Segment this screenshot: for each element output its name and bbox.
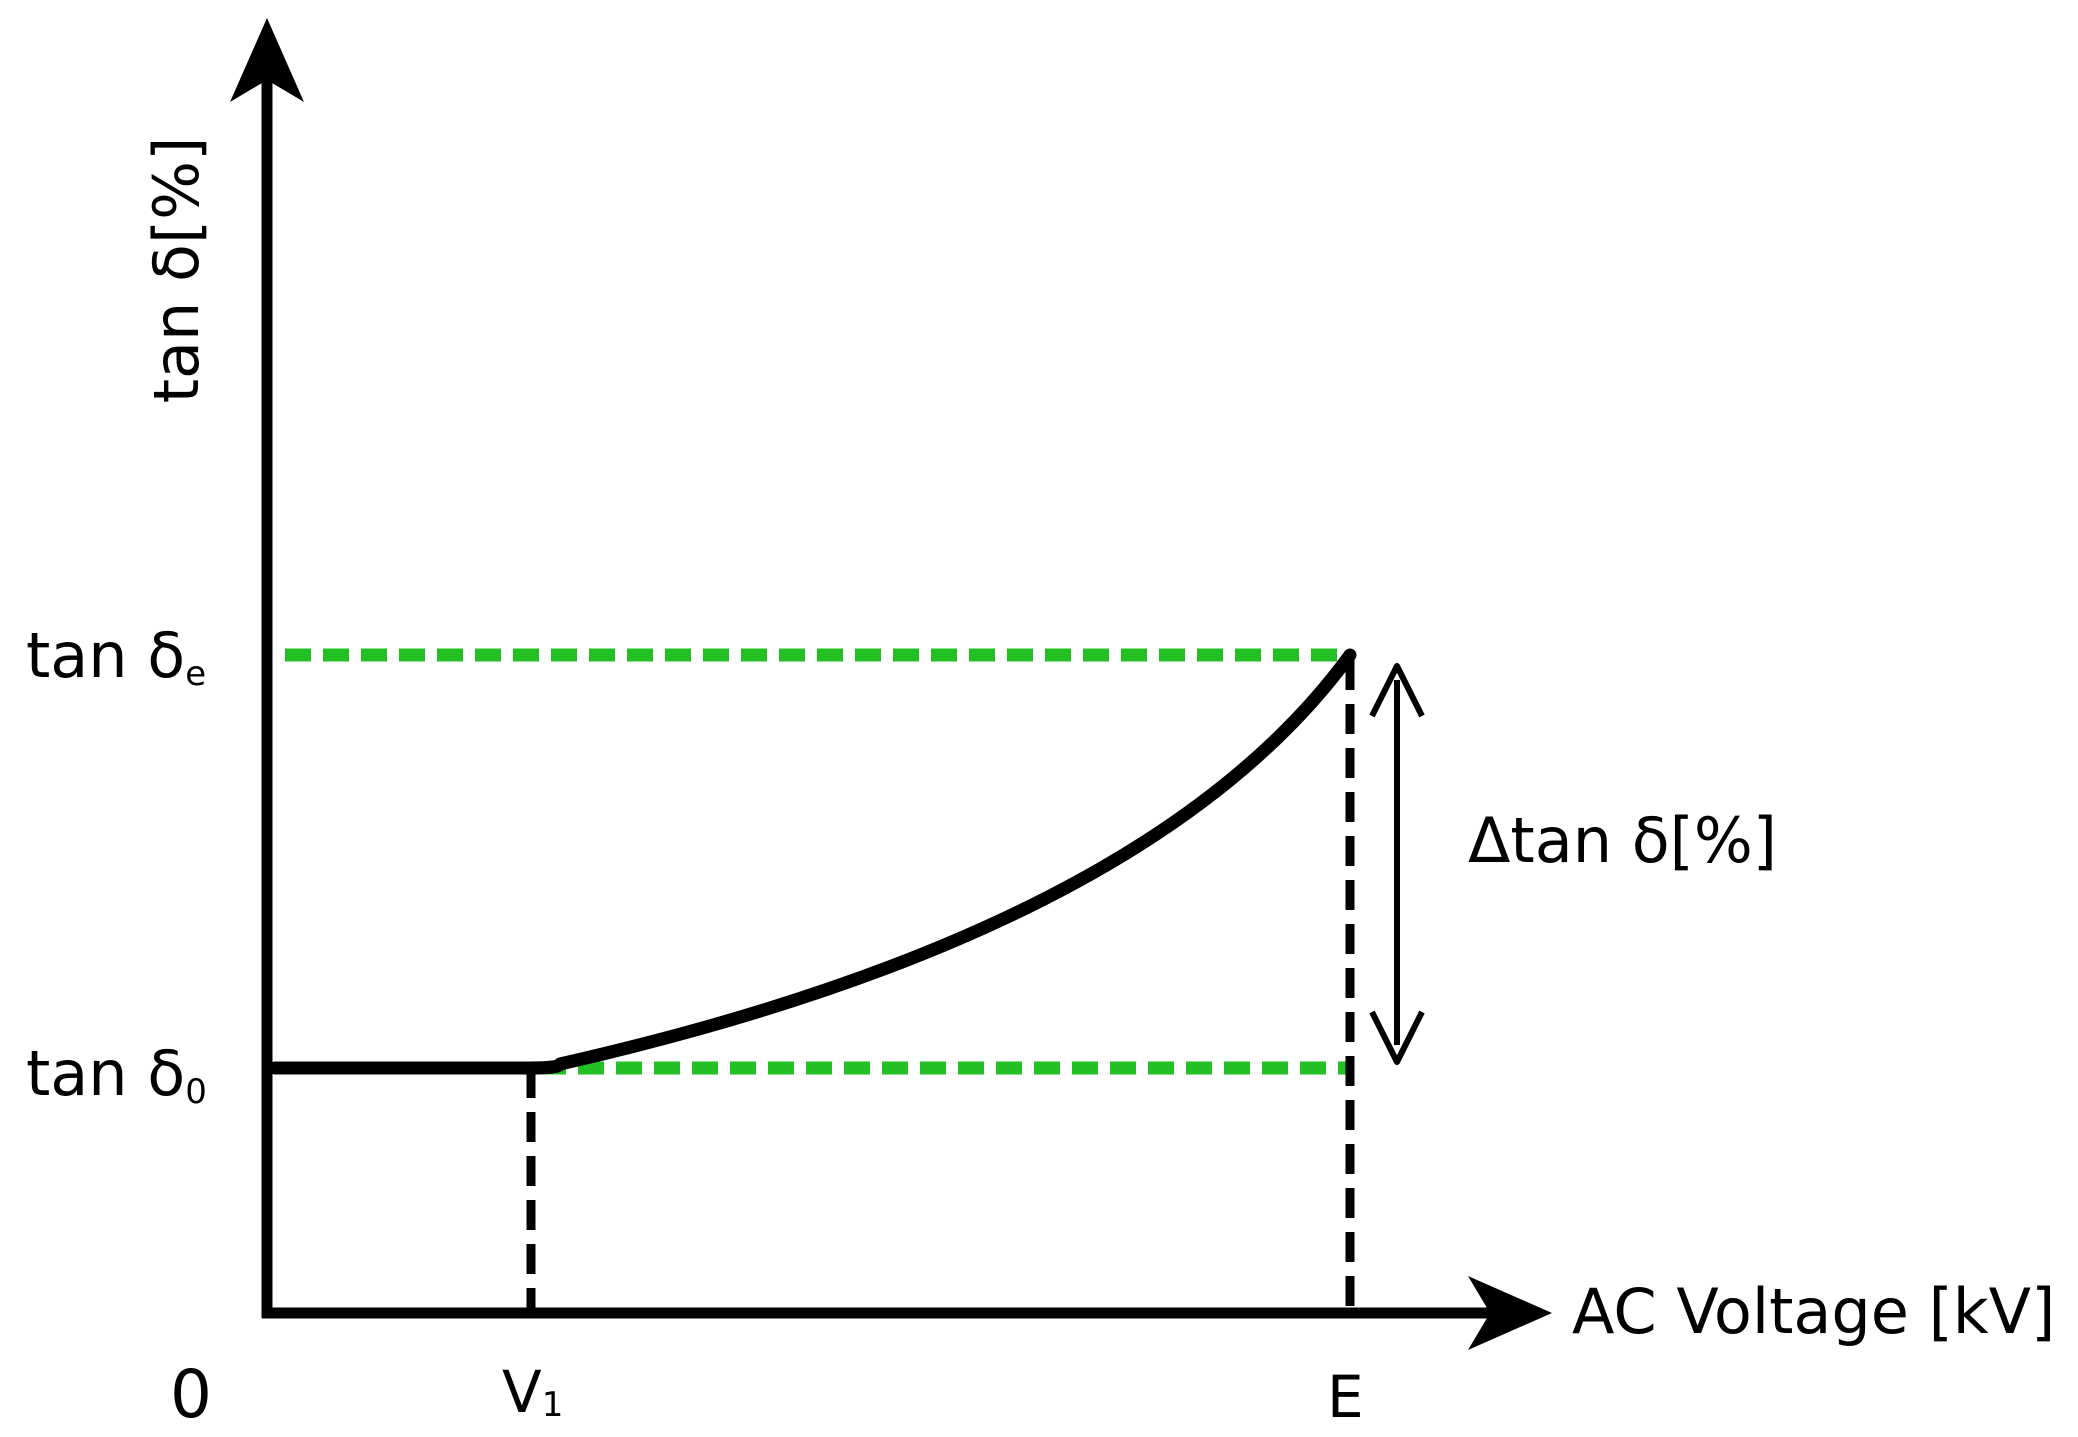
double-arrow-vertical-icon: [1369, 663, 1425, 1065]
y-tick-tan-delta-e: tan δe: [26, 619, 206, 694]
x-axis-label: AC Voltage [kV]: [1572, 1275, 2055, 1348]
y-tick-tan-delta-0-main: tan δ: [26, 1037, 185, 1110]
arrow-right-icon: [1468, 1276, 1552, 1350]
tan-delta-curve: [268, 648, 1357, 1075]
y-tick-tan-delta-e-main: tan δ: [26, 619, 185, 692]
delta-tan-label: Δtan δ[%]: [1468, 804, 1777, 877]
x-tick-e: E: [1327, 1363, 1364, 1431]
arrow-up-icon: [230, 18, 304, 102]
y-tick-tan-delta-0-sub: 0: [185, 1072, 207, 1112]
origin-label: 0: [170, 1356, 212, 1433]
y-tick-tan-delta-e-sub: e: [185, 654, 206, 694]
x-tick-v1-main: V: [502, 1358, 542, 1426]
x-tick-v1-sub: 1: [542, 1385, 564, 1425]
x-tick-v1: V1: [502, 1358, 563, 1426]
y-tick-tan-delta-0: tan δ0: [26, 1037, 207, 1112]
y-axis-label: tan δ[%]: [140, 137, 213, 404]
